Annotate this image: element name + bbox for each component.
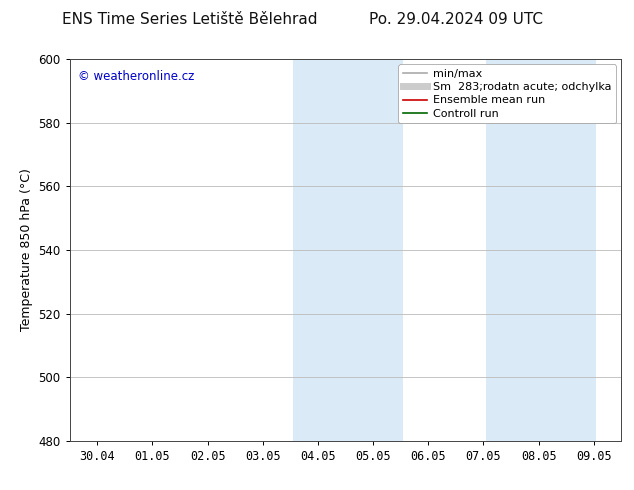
Text: ENS Time Series Letiště Bělehrad: ENS Time Series Letiště Bělehrad	[63, 12, 318, 27]
Legend: min/max, Sm  283;rodatn acute; odchylka, Ensemble mean run, Controll run: min/max, Sm 283;rodatn acute; odchylka, …	[398, 64, 616, 123]
Bar	[293, 59, 403, 441]
Y-axis label: Temperature 850 hPa (°C): Temperature 850 hPa (°C)	[20, 169, 33, 331]
Bar	[486, 59, 597, 441]
Text: Po. 29.04.2024 09 UTC: Po. 29.04.2024 09 UTC	[370, 12, 543, 27]
Text: © weatheronline.cz: © weatheronline.cz	[78, 70, 195, 83]
